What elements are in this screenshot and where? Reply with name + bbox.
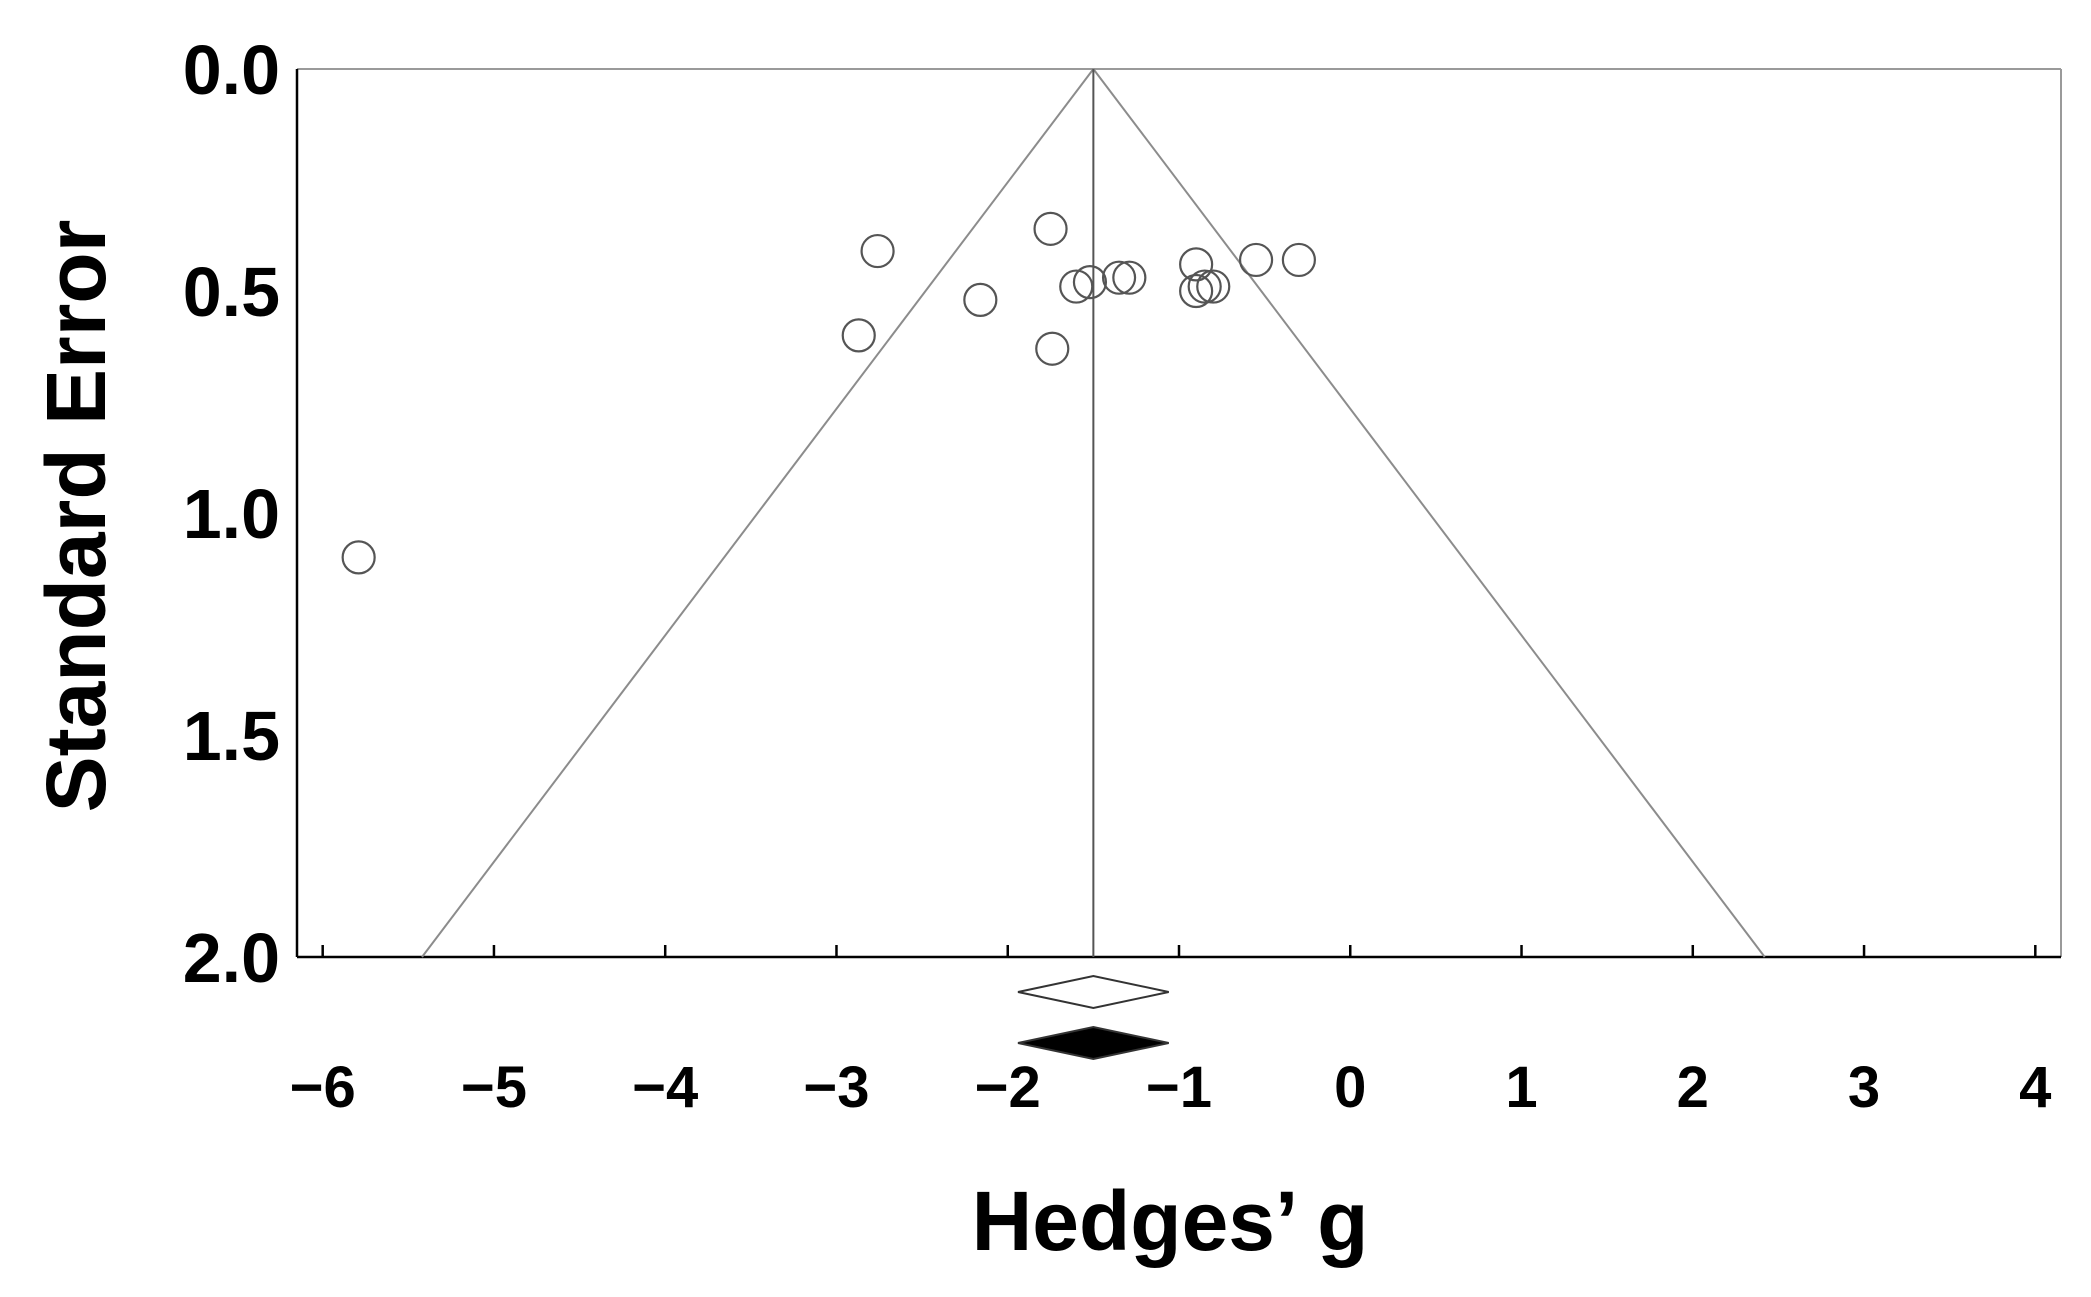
data-point	[841, 318, 876, 353]
x-tick-label: 1	[1505, 1055, 1537, 1120]
y-tick-label: 0.0	[183, 31, 280, 109]
data-point	[1196, 269, 1231, 304]
x-tick-label: −5	[461, 1055, 527, 1120]
y-tick-label: 2.0	[183, 919, 280, 997]
x-axis-title: Hedges’ g	[972, 1174, 1369, 1268]
y-axis-ticks: 0.0 0.5 1.0 1.5 2.0	[183, 31, 280, 997]
data-point	[1179, 247, 1214, 282]
y-axis-title: Standard Error	[29, 220, 123, 813]
data-point	[1112, 260, 1147, 295]
y-tick-label: 1.0	[183, 475, 280, 553]
funnel-right-limit	[1092, 68, 1766, 958]
summary-diamond-adjusted	[1017, 1025, 1169, 1061]
data-point	[1059, 269, 1094, 304]
data-point	[1101, 260, 1137, 295]
data-point	[1035, 331, 1070, 366]
x-tick-label: −3	[803, 1055, 869, 1120]
summary-markers	[1017, 974, 1169, 1061]
x-tick-label: 4	[2019, 1055, 2051, 1120]
funnel-left-limit	[421, 68, 1095, 958]
x-tick-label: −6	[290, 1055, 356, 1120]
data-point	[1033, 211, 1068, 246]
data-point	[1281, 242, 1316, 278]
data-point	[341, 540, 376, 575]
x-tick-label: −1	[1146, 1055, 1212, 1120]
summary-diamond-observed	[1017, 974, 1169, 1010]
x-tick-label: −4	[632, 1055, 698, 1120]
data-point	[1187, 269, 1222, 304]
data-point	[860, 233, 895, 269]
x-tick-label: 3	[1848, 1055, 1880, 1120]
x-tick-label: 0	[1334, 1055, 1366, 1120]
x-axis-ticks: −6 −5 −4 −3 −2 −1 0 1 2 3 4	[290, 945, 2051, 1120]
data-point	[963, 282, 998, 317]
y-tick-label: 1.5	[183, 697, 280, 775]
y-tick-label: 0.5	[183, 253, 280, 331]
plot-area	[295, 68, 2062, 959]
data-point	[1072, 265, 1108, 300]
x-tick-label: 2	[1677, 1055, 1709, 1120]
data-point	[1238, 242, 1274, 278]
x-tick-label: −2	[975, 1055, 1041, 1120]
data-point	[1179, 273, 1214, 309]
